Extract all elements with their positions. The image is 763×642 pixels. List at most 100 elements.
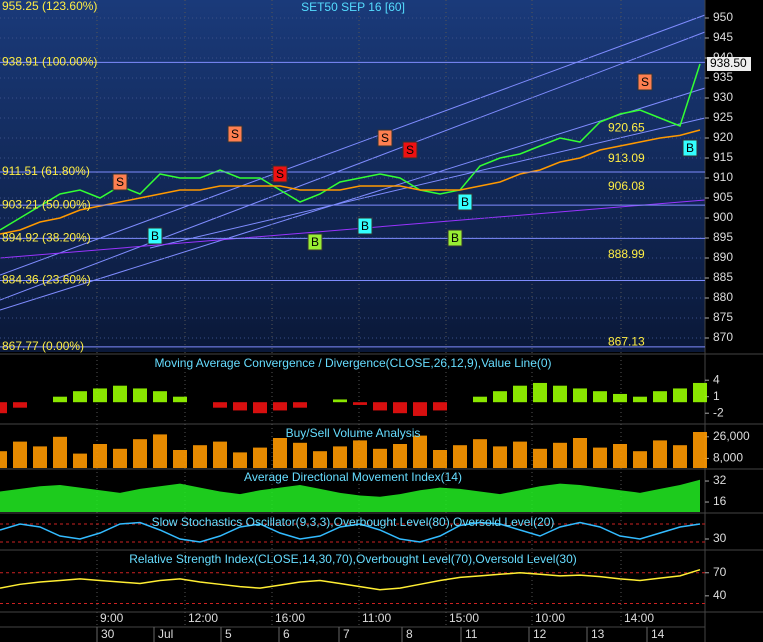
bar (613, 444, 627, 468)
bar (673, 445, 687, 468)
fib-label: 911.51 (61.80%) (2, 164, 90, 178)
bar (273, 402, 287, 411)
bar (593, 447, 607, 468)
bar (0, 402, 7, 414)
panel-title: Relative Strength Index(CLOSE,14,30,70),… (129, 552, 577, 566)
bar (273, 438, 287, 468)
y-tick-label: 880 (713, 290, 733, 304)
y-tick-label: 870 (713, 330, 733, 344)
bar (293, 402, 307, 408)
y-tick-label: 40 (713, 588, 727, 602)
bar (153, 391, 167, 403)
signal-marker (682, 139, 698, 157)
time-tick-label: 11:00 (362, 611, 391, 625)
panel-title: SET50 SEP 16 [60] (301, 0, 405, 14)
bar (473, 439, 487, 468)
time-tick-label: 15:00 (449, 611, 479, 625)
date-tick-label: 30 (101, 627, 115, 641)
bar (133, 388, 147, 403)
y-tick-label: 1 (713, 389, 720, 403)
bar (373, 402, 387, 411)
signal-marker (147, 227, 163, 245)
bar (493, 446, 507, 468)
fib-label: 867.77 (0.00%) (2, 339, 84, 353)
indicator-line (0, 521, 701, 543)
bar (93, 388, 107, 403)
date-tick-label: 11 (465, 627, 478, 641)
signal-marker (357, 217, 373, 235)
y-tick-label: 930 (713, 90, 733, 104)
y-tick-label: 16 (713, 494, 727, 508)
fib-label: 894.92 (38.20%) (2, 230, 91, 244)
last-price-box (707, 57, 751, 71)
y-tick-label: 4 (713, 372, 720, 386)
fib-label: 955.25 (123.60%) (2, 0, 97, 13)
bar (173, 450, 187, 468)
bar (413, 435, 427, 468)
bar (573, 388, 587, 403)
y-tick-label: 30 (713, 531, 727, 545)
signal-label: B (311, 235, 319, 249)
bar (13, 402, 27, 408)
level-tag: 920.65 (608, 121, 645, 135)
bar (533, 448, 547, 468)
bar (673, 388, 687, 403)
signal-marker (227, 125, 243, 143)
y-tick-label: 875 (713, 310, 733, 324)
date-tick-label: 8 (406, 627, 413, 641)
bar (393, 444, 407, 468)
y-tick-label: 950 (713, 10, 733, 24)
trendlines (0, 14, 706, 311)
bar (533, 382, 547, 403)
bar (653, 440, 667, 468)
signal-marker (457, 193, 473, 211)
signal-label: S (641, 75, 649, 89)
bar (413, 402, 427, 416)
bar (573, 438, 587, 468)
bar (293, 442, 307, 468)
y-tick-label: 8,000 (713, 451, 743, 465)
bar (473, 396, 487, 403)
time-tick-label: 12:00 (188, 611, 218, 625)
date-tick-label: 6 (283, 627, 290, 641)
signal-label: S (406, 143, 414, 157)
y-tick-label: 890 (713, 250, 733, 264)
fib-label: 903.21 (50.00%) (2, 197, 91, 211)
y-tick-label: 26,000 (713, 429, 750, 443)
bar (613, 393, 627, 403)
signal-label: B (151, 229, 159, 243)
signal-label: B (686, 141, 694, 155)
time-tick-label: 16:00 (275, 611, 305, 625)
signal-marker (447, 229, 463, 247)
indicator-area (0, 479, 700, 512)
y-tick-label: 910 (713, 170, 733, 184)
bar (433, 402, 447, 411)
fib-label: 884.36 (23.60%) (2, 273, 91, 287)
signal-marker (377, 129, 393, 147)
date-tick-label: 12 (533, 627, 547, 641)
time-tick-label: 10:00 (535, 611, 565, 625)
y-tick-label: 925 (713, 110, 733, 124)
bar (173, 396, 187, 403)
bar (193, 445, 207, 468)
bar (433, 450, 447, 468)
signal-label: B (361, 219, 369, 233)
bar (133, 439, 147, 468)
signal-label: B (451, 231, 459, 245)
time-tick-label: 14:00 (624, 611, 654, 625)
bar (73, 453, 87, 468)
bar (53, 396, 67, 403)
y-tick-label: 32 (713, 473, 727, 487)
bar (513, 441, 527, 468)
signal-label: S (231, 127, 239, 141)
time-tick-label: 9:00 (100, 611, 124, 625)
level-tag: 888.99 (608, 247, 645, 261)
bar (513, 385, 527, 403)
bar (113, 385, 127, 403)
fib-label: 938.91 (100.00%) (2, 55, 97, 69)
last-price-label: 938.50 (710, 56, 747, 70)
bar (553, 442, 567, 468)
bar (333, 399, 347, 403)
bar (653, 391, 667, 403)
